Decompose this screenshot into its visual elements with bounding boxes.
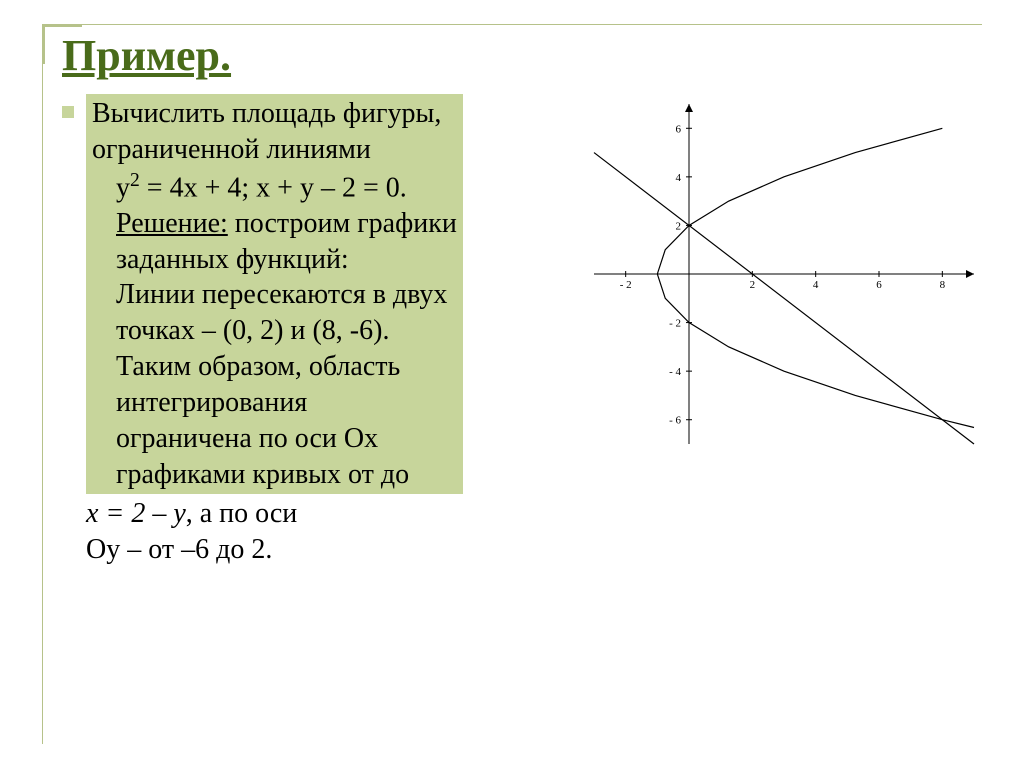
svg-text:6: 6	[676, 123, 682, 135]
eq-sup: 2	[130, 170, 140, 191]
svg-text:6: 6	[876, 279, 882, 291]
body-text: , а по оси	[186, 498, 298, 529]
body-line: интегрирования	[92, 385, 457, 421]
svg-text:4: 4	[813, 279, 819, 291]
highlight-block: Вычислить площадь фигуры, ограниченной л…	[86, 94, 463, 494]
body-line: Вычислить площадь фигуры,	[92, 96, 457, 132]
function-chart: - 2 2 4 6 8 - 6 - 4 - 2 2 4 6	[574, 84, 994, 464]
eq-italic: x = 2 – y	[86, 498, 186, 529]
svg-text:2: 2	[676, 220, 682, 232]
eq-rest: = 4x + 4; x + y – 2 = 0.	[140, 172, 407, 203]
body-content: Вычислить площадь фигуры, ограниченной л…	[62, 94, 542, 568]
solution-label: Решение:	[116, 208, 228, 239]
body-line: графиками кривых от до	[92, 457, 457, 493]
svg-text:- 6: - 6	[669, 415, 681, 427]
body-line: Оу – от –6 до 2.	[62, 532, 542, 568]
equation-line: y2 = 4x + 4; x + y – 2 = 0.	[92, 168, 457, 206]
body-line: Решение: построим графики	[92, 206, 457, 242]
body-line: Таким образом, область	[92, 349, 457, 385]
frame-left-line	[42, 64, 43, 744]
body-line: заданных функций:	[92, 242, 457, 278]
eq-sym: y	[116, 172, 130, 203]
body-text: построим графики	[228, 208, 457, 239]
bullet-icon	[62, 106, 74, 118]
svg-text:4: 4	[676, 172, 682, 184]
body-line: x = 2 – y, а по оси	[62, 496, 542, 532]
svg-text:2: 2	[750, 279, 756, 291]
frame-top-line	[82, 24, 982, 25]
body-line: ограниченной линиями	[92, 132, 457, 168]
slide-title: Пример.	[62, 30, 231, 81]
body-line: точках – (0, 2) и (8, -6).	[92, 313, 457, 349]
body-line: Линии пересекаются в двух	[92, 277, 457, 313]
svg-text:- 2: - 2	[620, 279, 632, 291]
svg-text:8: 8	[940, 279, 946, 291]
svg-text:- 4: - 4	[669, 366, 681, 378]
body-line: ограничена по оси Ох	[92, 421, 457, 457]
svg-text:- 2: - 2	[669, 318, 681, 330]
